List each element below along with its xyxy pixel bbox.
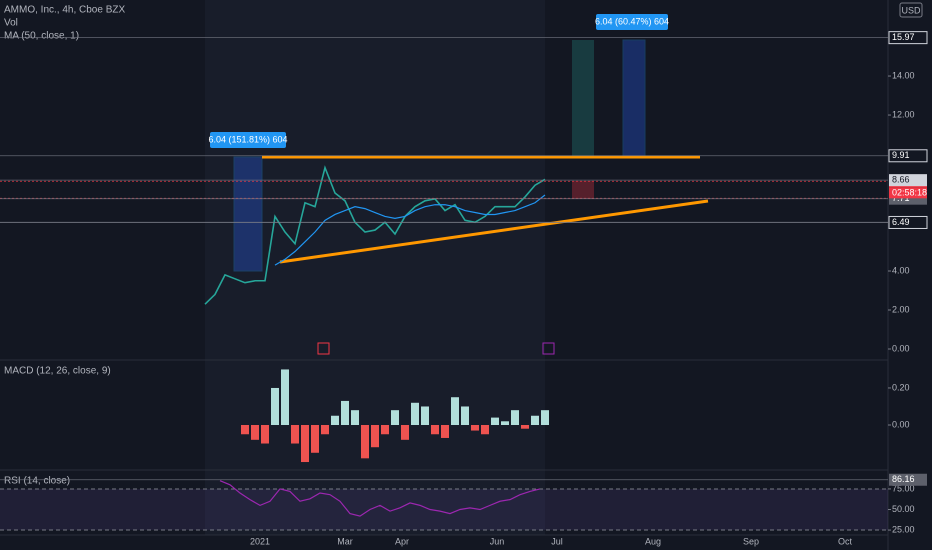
histogram-bar (401, 425, 409, 440)
x-tick-label: Mar (337, 536, 353, 546)
y-tick-label: 4.00 (892, 265, 910, 275)
y-tick-label: 12.00 (892, 109, 915, 119)
x-tick-label: Apr (395, 536, 409, 546)
histogram-bar (451, 397, 459, 425)
histogram-bar (281, 369, 289, 425)
histogram-bar (241, 425, 249, 435)
measure-box (233, 156, 263, 272)
measure-label-bg (210, 132, 286, 148)
x-tick-label: Aug (645, 536, 661, 546)
series-line (204, 165, 546, 305)
histogram-bar (301, 425, 309, 463)
histogram-bar (521, 425, 529, 429)
y-tick-label: 2.00 (892, 304, 910, 314)
price-badge (889, 174, 927, 187)
histogram-bar (311, 425, 319, 453)
rsi-band (0, 489, 888, 530)
y-tick-label: 0.00 (892, 343, 910, 353)
histogram-bar (461, 406, 469, 425)
histogram-bar (411, 402, 419, 425)
x-tick-label: Jun (490, 536, 505, 546)
price-badge (889, 473, 927, 486)
earnings-marker[interactable] (542, 342, 555, 355)
histogram-bar (341, 400, 349, 425)
histogram-bar (441, 425, 449, 438)
histogram-bar (331, 415, 339, 425)
x-tick-label: 2021 (250, 536, 270, 546)
histogram-bar (431, 425, 439, 435)
symbol-title: AMMO, Inc., 4h, Cboe BZX (4, 5, 125, 16)
countdown-bg (889, 187, 927, 199)
series-line (274, 194, 546, 266)
price-badge (888, 31, 928, 45)
earnings-marker[interactable] (317, 342, 330, 355)
histogram-bar (381, 425, 389, 435)
y-tick-label: 14.00 (892, 70, 915, 80)
histogram-bar (351, 410, 359, 425)
measure-label: 6.04 (151.81%) 604 (208, 134, 287, 144)
currency-box[interactable] (899, 2, 923, 18)
price-badge (888, 149, 928, 163)
histogram-bar (541, 410, 549, 425)
rsi-label: RSI (14, close) (4, 476, 70, 487)
macd-label: MACD (12, 26, close, 9) (4, 366, 111, 377)
histogram-bar (511, 410, 519, 425)
countdown: 02:58:18 (892, 188, 927, 198)
x-tick-label: Oct (838, 536, 853, 546)
x-tick-label: Sep (743, 536, 759, 546)
price-badge (888, 215, 928, 229)
target-box (572, 40, 594, 157)
measure-label: 6.04 (60.47%) 604 (595, 16, 669, 26)
histogram-bar (471, 425, 479, 431)
stop-box (572, 181, 594, 199)
y-tick-label: 25.00 (892, 524, 915, 534)
histogram-bar (501, 421, 509, 425)
y-tick-label: 50.00 (892, 504, 915, 514)
price-badge-label: 8.66 (892, 175, 910, 185)
histogram-bar (421, 406, 429, 425)
histogram-bar (391, 410, 399, 425)
y-tick-label: 75.00 (892, 483, 915, 493)
series-line (219, 480, 541, 517)
ma-label: MA (50, close, 1) (4, 31, 79, 42)
price-badge-label: 6.49 (892, 217, 910, 227)
measure-box (622, 39, 646, 158)
currency: USD (901, 5, 921, 15)
histogram-bar (531, 415, 539, 425)
support-line (279, 199, 709, 264)
histogram-bar (271, 387, 279, 425)
x-tick-label: Jul (551, 536, 563, 546)
measure-label-bg (596, 14, 668, 30)
y-tick-label: 0.00 (892, 419, 910, 429)
histogram-bar (491, 417, 499, 425)
price-badge-label: 15.97 (892, 32, 915, 42)
volume-label: Vol (4, 18, 18, 29)
histogram-bar (251, 425, 259, 440)
price-badge-label: 86.16 (892, 474, 915, 484)
y-tick-label: 0.20 (892, 382, 910, 392)
histogram-bar (481, 425, 489, 435)
histogram-bar (361, 425, 369, 459)
histogram-bar (321, 425, 329, 435)
histogram-bar (371, 425, 379, 448)
histogram-bar (291, 425, 299, 444)
histogram-bar (261, 425, 269, 444)
price-badge-label: 9.91 (892, 150, 910, 160)
